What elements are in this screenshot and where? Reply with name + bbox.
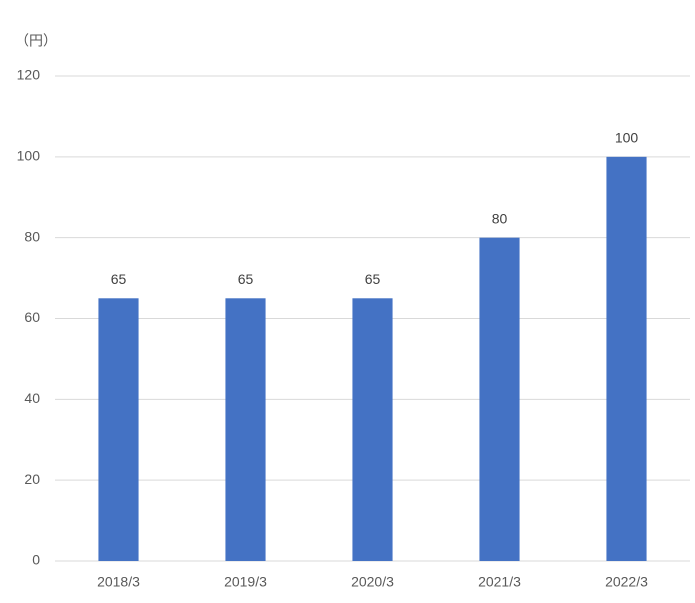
x-tick-label: 2019/3: [224, 574, 267, 590]
y-tick-label: 20: [24, 471, 40, 487]
y-tick-label: 80: [24, 228, 40, 244]
bar: [98, 298, 139, 561]
bar: [225, 298, 266, 561]
data-label: 65: [238, 271, 254, 287]
x-tick-label: 2020/3: [351, 574, 394, 590]
bar: [606, 156, 647, 562]
y-tick-label: 100: [17, 148, 41, 164]
data-label: 100: [615, 130, 639, 146]
y-tick-label: 60: [24, 309, 40, 325]
bar: [352, 298, 393, 561]
y-axis-unit: （円）: [15, 33, 57, 49]
x-tick-label: 2022/3: [605, 574, 648, 590]
x-tick-label: 2018/3: [97, 574, 140, 590]
y-tick-label: 0: [32, 552, 40, 568]
bar: [479, 237, 520, 561]
data-label: 65: [365, 271, 381, 287]
x-tick-label: 2021/3: [478, 574, 521, 590]
y-tick-label: 120: [17, 67, 41, 83]
data-label: 65: [111, 271, 127, 287]
y-tick-label: 40: [24, 390, 40, 406]
data-label: 80: [492, 210, 508, 226]
